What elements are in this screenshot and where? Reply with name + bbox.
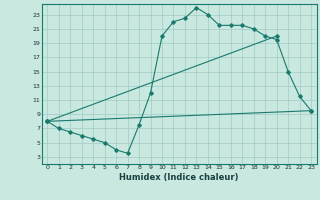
X-axis label: Humidex (Indice chaleur): Humidex (Indice chaleur) [119,173,239,182]
